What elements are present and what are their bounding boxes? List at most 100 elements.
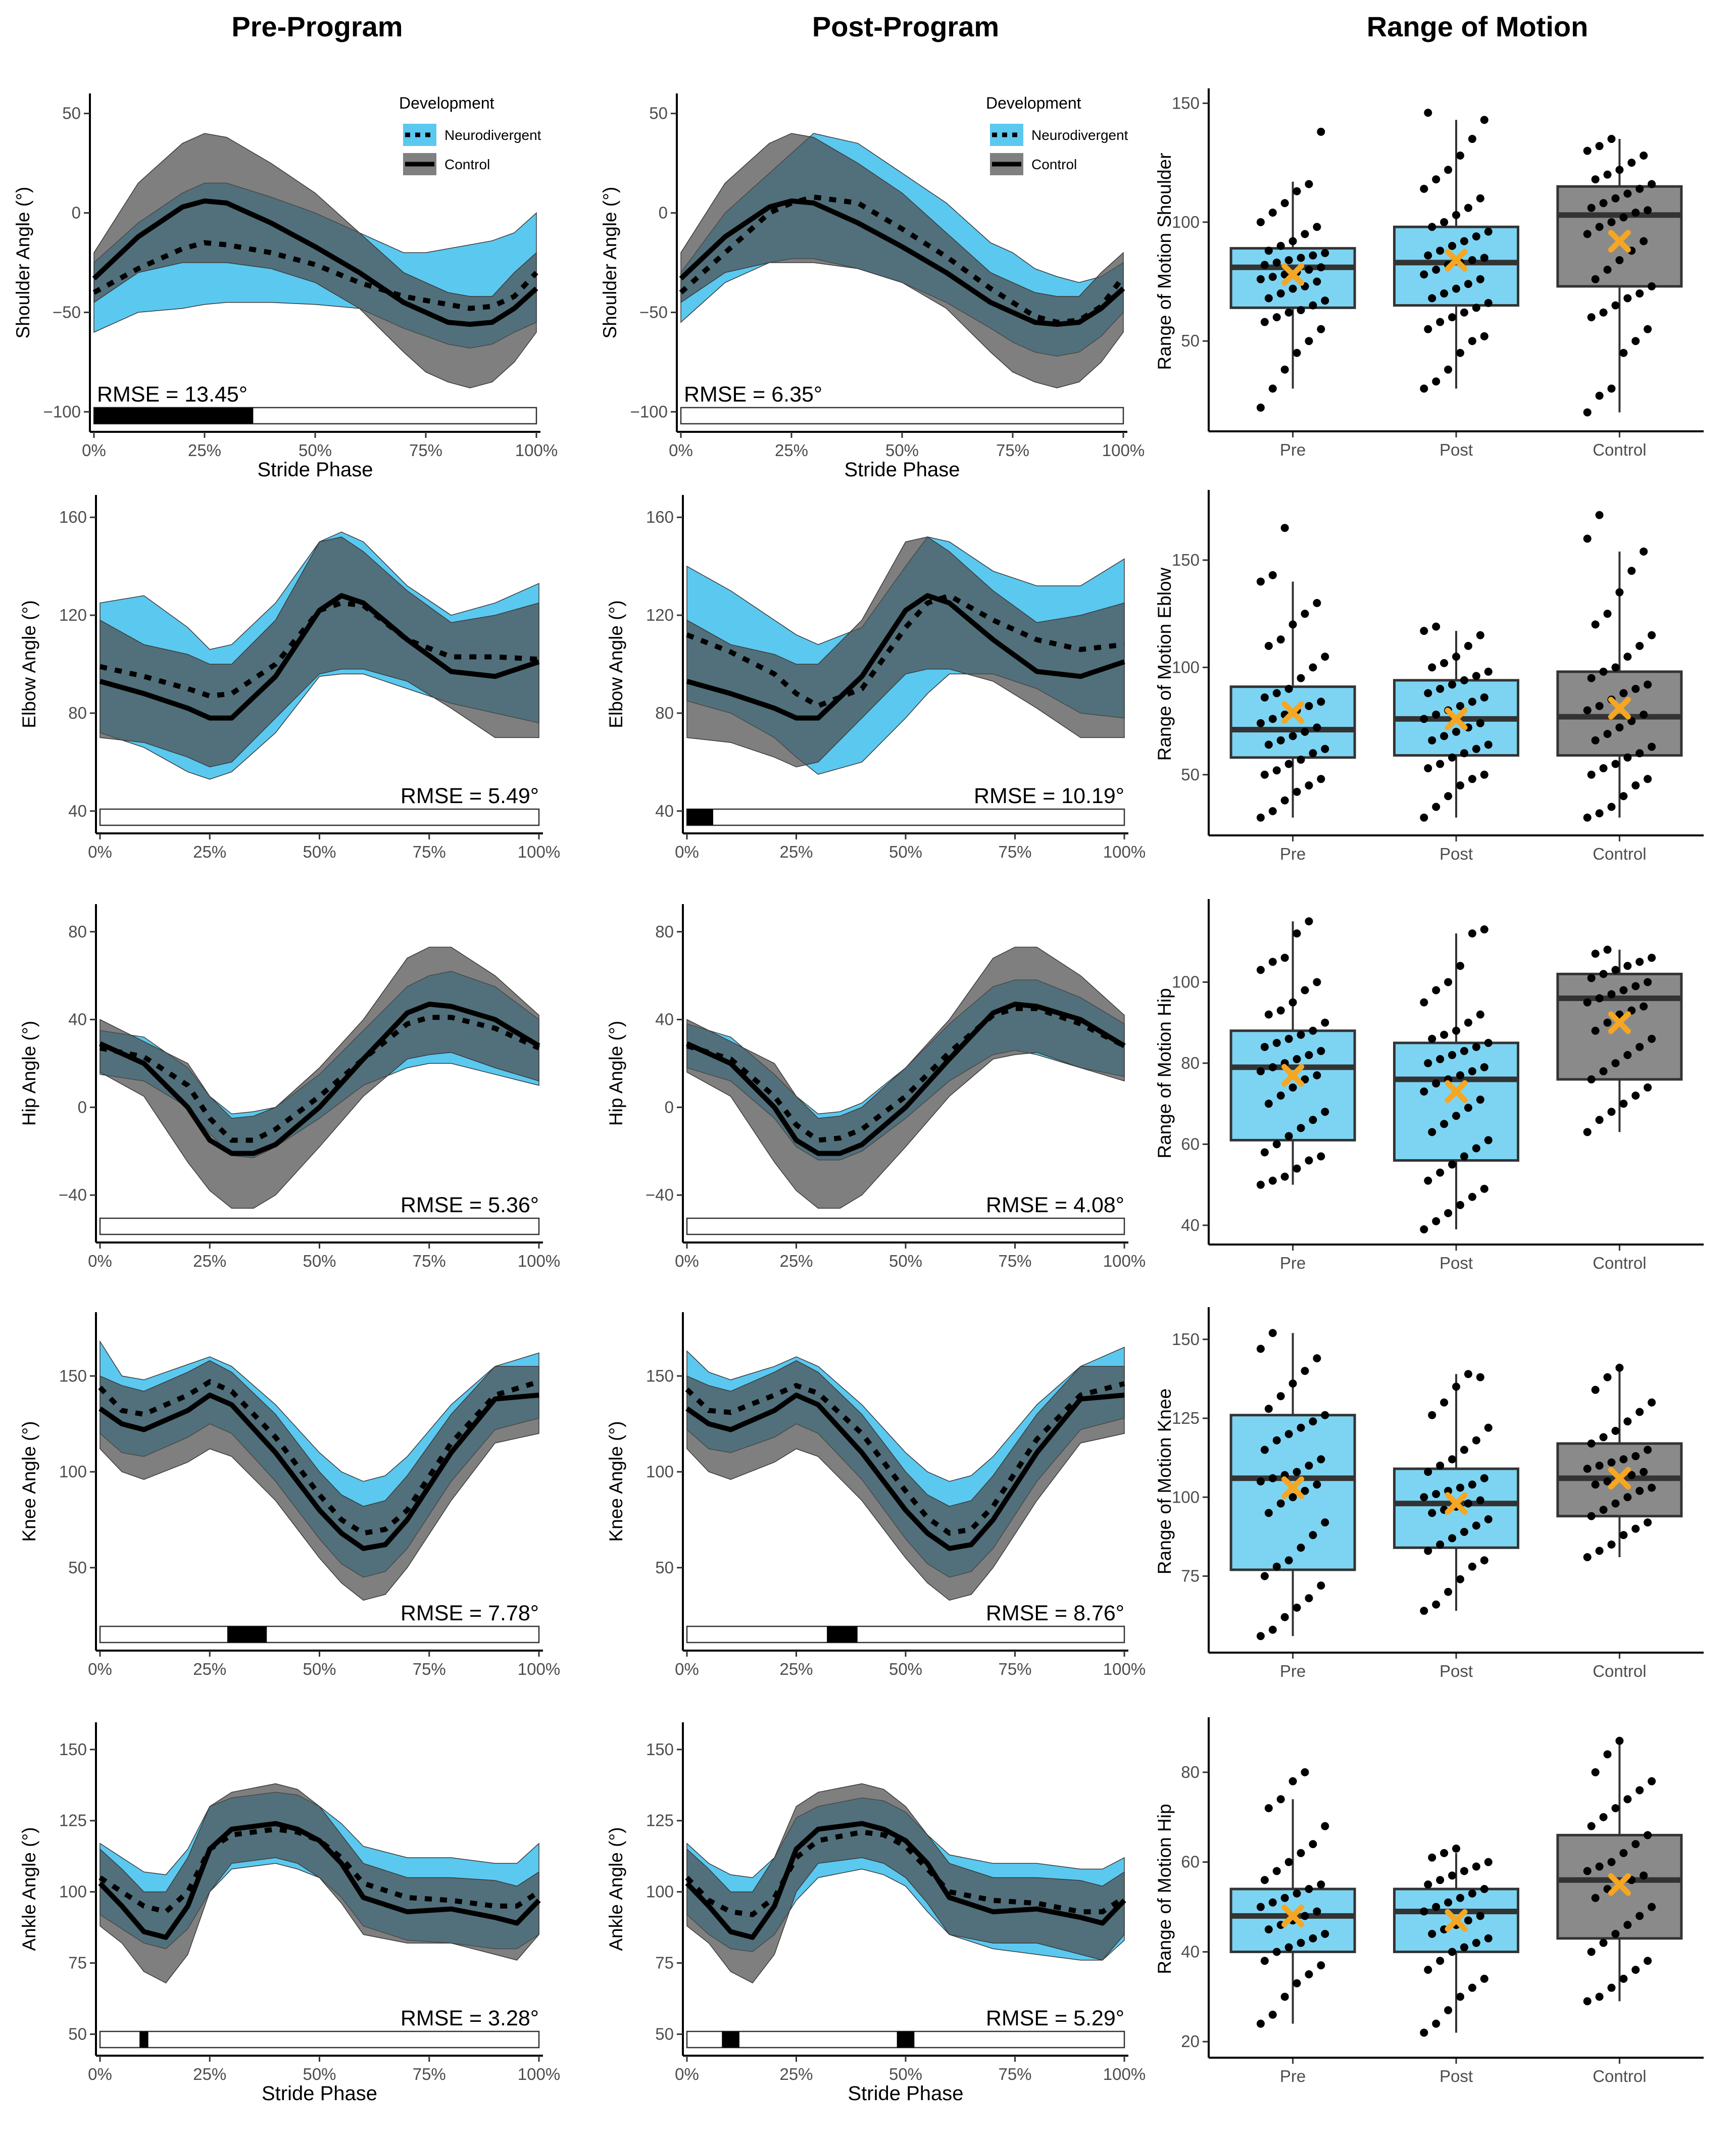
data-point xyxy=(1268,571,1277,579)
mean-marker xyxy=(1608,1467,1631,1490)
data-point xyxy=(1305,337,1313,345)
data-point xyxy=(1456,781,1464,790)
data-point xyxy=(1587,313,1596,322)
data-point xyxy=(1611,760,1620,768)
data-point xyxy=(1428,1853,1436,1862)
data-point xyxy=(1440,1030,1449,1039)
line-neurodivergent-mean xyxy=(686,592,1125,709)
line-neurodivergent-mean xyxy=(686,1006,1126,1143)
data-point xyxy=(1484,1515,1493,1523)
band-control xyxy=(686,1783,1125,1983)
data-point xyxy=(1644,1518,1652,1527)
data-point xyxy=(1599,667,1608,676)
data-point xyxy=(1599,764,1608,773)
data-point xyxy=(1468,256,1476,265)
data-point xyxy=(1288,620,1297,629)
data-point xyxy=(1256,1345,1265,1353)
data-point xyxy=(1313,1480,1321,1489)
data-point xyxy=(1607,803,1616,811)
data-point xyxy=(1623,1795,1632,1804)
mean-marker xyxy=(1281,1064,1305,1087)
data-point xyxy=(1272,1948,1281,1956)
data-point xyxy=(1256,1903,1265,1911)
data-point xyxy=(1460,1446,1468,1454)
x-tick-label: Pre xyxy=(1280,2067,1306,2085)
data-point xyxy=(1472,232,1480,241)
data-point xyxy=(1583,1128,1592,1136)
x-tick-label: 25% xyxy=(193,1252,226,1270)
mean-marker xyxy=(1608,1011,1631,1034)
data-point xyxy=(1268,715,1277,723)
significance-segment xyxy=(897,2031,915,2048)
y-tick-label: 40 xyxy=(68,1010,87,1029)
data-point xyxy=(1480,693,1489,702)
y-tick-label: 100 xyxy=(1172,213,1200,231)
data-point xyxy=(1444,1898,1453,1907)
data-point xyxy=(1460,308,1468,317)
data-point xyxy=(1284,1858,1293,1866)
line-neurodivergent-mean xyxy=(92,240,538,311)
data-point xyxy=(1268,208,1277,217)
data-point xyxy=(1464,1104,1472,1112)
data-point xyxy=(1615,1364,1624,1372)
data-point xyxy=(1484,1423,1493,1432)
y-tick-label: 40 xyxy=(1181,1942,1200,1961)
y-tick-label: 0 xyxy=(659,204,668,222)
data-point xyxy=(1313,277,1321,286)
data-point xyxy=(1468,775,1476,783)
band-control xyxy=(686,947,1125,1209)
data-point xyxy=(1321,1822,1329,1830)
x-tick-label: 100% xyxy=(518,1252,560,1270)
data-point xyxy=(1644,1083,1652,1092)
data-point xyxy=(1432,710,1441,719)
data-point xyxy=(1448,1948,1457,1956)
data-point xyxy=(1436,1540,1445,1549)
data-point xyxy=(1428,1034,1436,1043)
data-point xyxy=(1635,1786,1644,1795)
data-point xyxy=(1305,1594,1313,1603)
data-point xyxy=(1583,813,1592,822)
data-point xyxy=(1644,775,1652,783)
data-point xyxy=(1631,1966,1640,1974)
data-point xyxy=(1456,1993,1464,2001)
data-point xyxy=(1635,958,1644,966)
data-point xyxy=(1288,732,1297,740)
data-point xyxy=(1301,1367,1309,1375)
data-point xyxy=(1301,986,1309,995)
data-point xyxy=(1321,296,1329,305)
significance-segment xyxy=(687,809,713,825)
data-point xyxy=(1595,1862,1604,1871)
box xyxy=(1229,1414,1356,1571)
data-point xyxy=(1272,766,1281,775)
data-point xyxy=(1256,1067,1265,1075)
data-point xyxy=(1591,275,1600,283)
data-point xyxy=(1276,635,1285,644)
data-point xyxy=(1587,674,1596,682)
y-axis-label: Shoulder Angle (°) xyxy=(13,187,33,339)
data-point xyxy=(1436,1876,1445,1884)
data-point xyxy=(1484,1136,1493,1145)
data-point xyxy=(1305,1156,1313,1165)
y-axis-label: Range of Motion Eblow xyxy=(1154,567,1175,761)
data-point xyxy=(1321,1411,1329,1419)
y-tick-label: 80 xyxy=(1181,1054,1200,1072)
x-tick-label: Pre xyxy=(1280,1254,1306,1272)
data-point xyxy=(1623,1921,1632,1929)
data-point xyxy=(1607,1108,1616,1116)
data-point xyxy=(1284,1430,1293,1438)
y-tick-label: 50 xyxy=(62,104,81,123)
legend-item-label: Control xyxy=(1031,157,1077,172)
significance-bar xyxy=(686,1625,1125,1644)
data-point xyxy=(1301,230,1309,238)
data-point xyxy=(1611,663,1620,672)
data-point xyxy=(1648,282,1656,290)
data-point xyxy=(1587,204,1596,212)
data-point xyxy=(1264,740,1273,749)
data-point xyxy=(1583,534,1592,543)
data-point xyxy=(1472,1436,1480,1445)
data-point xyxy=(1595,511,1604,519)
line-control-mean xyxy=(98,1393,539,1551)
data-point xyxy=(1476,275,1484,283)
data-point xyxy=(1428,294,1436,303)
y-tick-label: 0 xyxy=(665,1098,674,1116)
